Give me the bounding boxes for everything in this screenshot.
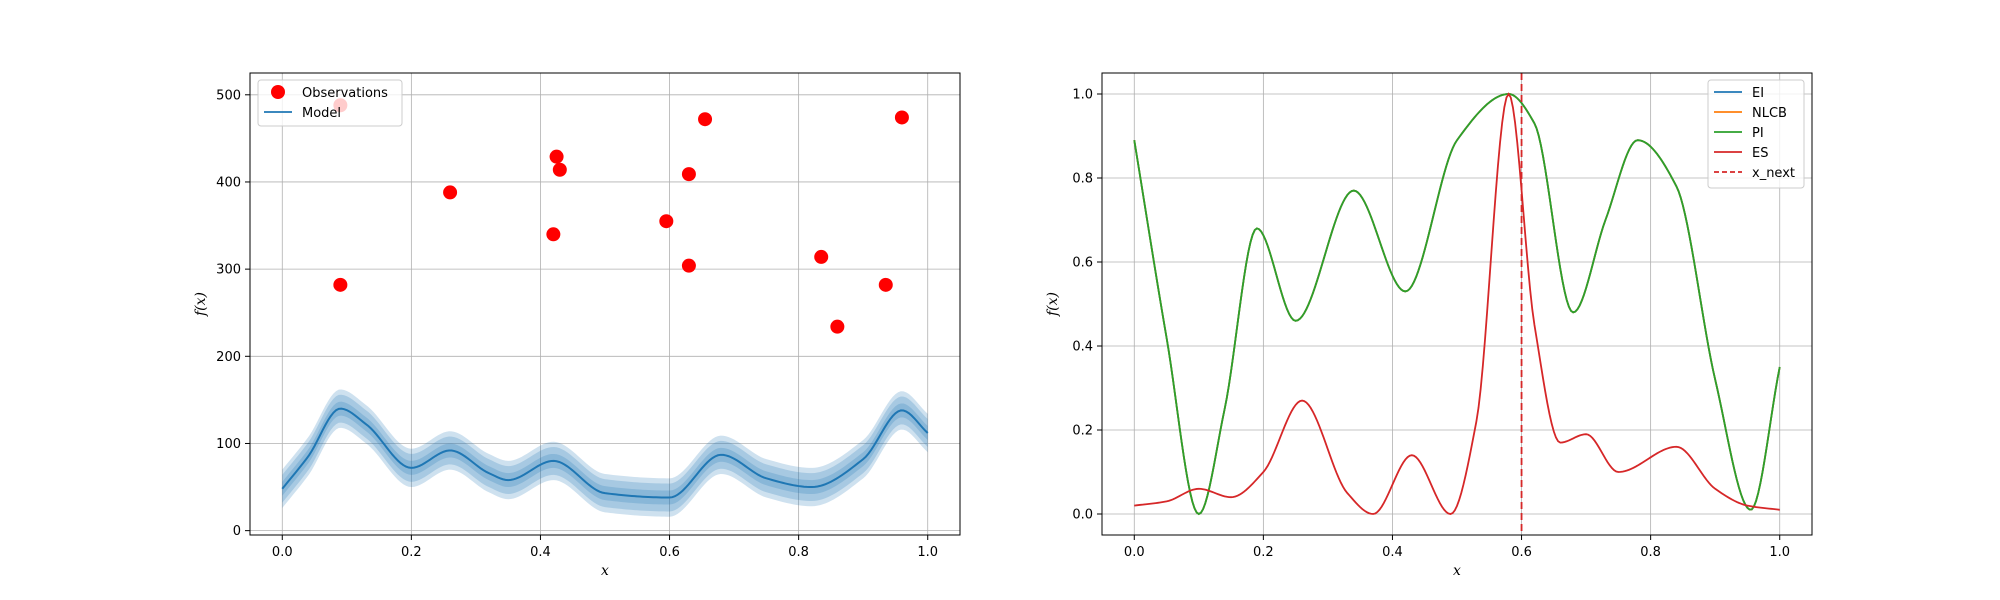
right-y-tick-label: 0.0 [1072, 508, 1093, 523]
left-x-tick-label: 0.0 [272, 545, 293, 560]
observation-point [814, 249, 829, 264]
observation-point [830, 319, 845, 334]
right-x-tick-label: 1.0 [1769, 545, 1790, 560]
observation-point [698, 112, 713, 127]
observation-point [878, 277, 893, 292]
right-y-tick-label: 1.0 [1072, 88, 1093, 103]
model-band-1 [282, 389, 928, 517]
right-legend-pi-label: PI [1752, 126, 1764, 141]
model-band-2 [282, 394, 928, 512]
right-x-tick-label: 0.4 [1382, 545, 1403, 560]
right-y-tick-label: 0.4 [1072, 340, 1093, 355]
left-y-tick-label: 200 [216, 350, 241, 365]
left-axes-frame [249, 72, 961, 536]
left-legend: Observations Model [257, 79, 403, 127]
observation-point [549, 149, 564, 164]
left-y-axis-label: f(x) [193, 292, 209, 317]
right-x-tick-label: 0.8 [1640, 545, 1661, 560]
left-ticks: 0.0 0.2 0.4 0.6 0.8 1.0 0 100 200 300 400 500 [216, 88, 938, 560]
observation-point [681, 258, 696, 273]
observation-point [894, 110, 909, 125]
observation-point [552, 162, 567, 177]
observation-point [333, 277, 348, 292]
left-x-tick-label: 0.8 [788, 545, 809, 560]
right-legend: EI NLCB PI ES x_next [1707, 79, 1805, 189]
right-legend-es-label: ES [1752, 146, 1768, 161]
left-legend-observations-label: Observations [302, 86, 388, 101]
left-x-tick-label: 1.0 [917, 545, 938, 560]
left-legend-observations-marker [271, 85, 285, 99]
series-line-pi [1133, 93, 1781, 516]
model-panel: 0.0 0.2 0.4 0.6 0.8 1.0 0 100 200 300 400 500 x f(x… [193, 72, 961, 579]
right-y-axis-label: f(x) [1045, 292, 1061, 317]
left-x-tick-label: 0.2 [401, 545, 422, 560]
observation-point [681, 167, 696, 182]
left-y-tick-label: 100 [216, 437, 241, 452]
right-axes-frame [1101, 72, 1813, 536]
model-line-group [281, 407, 929, 499]
right-y-tick-label: 0.6 [1072, 256, 1093, 271]
acquisition-panel: 0.0 0.2 0.4 0.6 0.8 1.0 0.0 0.2 0.4 0.6 0.8 1.0 x f… [1045, 72, 1813, 579]
right-x-tick-label: 0.6 [1511, 545, 1532, 560]
left-y-tick-label: 500 [216, 88, 241, 103]
right-legend-box [1707, 79, 1805, 189]
left-y-tick-label: 300 [216, 263, 241, 278]
series-line-es [1134, 92, 1780, 515]
right-x-axis-label: x [1453, 563, 1461, 579]
right-legend-nlcb-label: NLCB [1752, 106, 1787, 121]
left-grid [250, 73, 960, 535]
left-y-tick-label: 400 [216, 175, 241, 190]
right-legend-xnext-label: x_next [1752, 166, 1795, 181]
right-x-tick-label: 0.2 [1253, 545, 1274, 560]
observations-group [333, 98, 909, 334]
left-y-tick-label: 0 [233, 524, 241, 539]
right-ticks: 0.0 0.2 0.4 0.6 0.8 1.0 0.0 0.2 0.4 0.6 0.8 1.0 [1072, 88, 1790, 561]
right-x-tick-label: 0.0 [1124, 545, 1145, 560]
right-y-tick-label: 0.2 [1072, 424, 1093, 439]
observation-point [443, 185, 458, 200]
left-x-tick-label: 0.6 [659, 545, 680, 560]
left-x-axis-label: x [601, 563, 609, 579]
acquisition-lines-group [1133, 92, 1781, 516]
right-legend-ei-label: EI [1752, 86, 1764, 101]
observation-point [659, 214, 674, 229]
right-y-tick-label: 0.8 [1072, 172, 1093, 187]
left-legend-box [257, 79, 403, 127]
left-legend-model-label: Model [302, 106, 341, 121]
left-x-tick-label: 0.4 [530, 545, 551, 560]
observation-point [546, 227, 561, 242]
model-mean-line [281, 407, 929, 499]
